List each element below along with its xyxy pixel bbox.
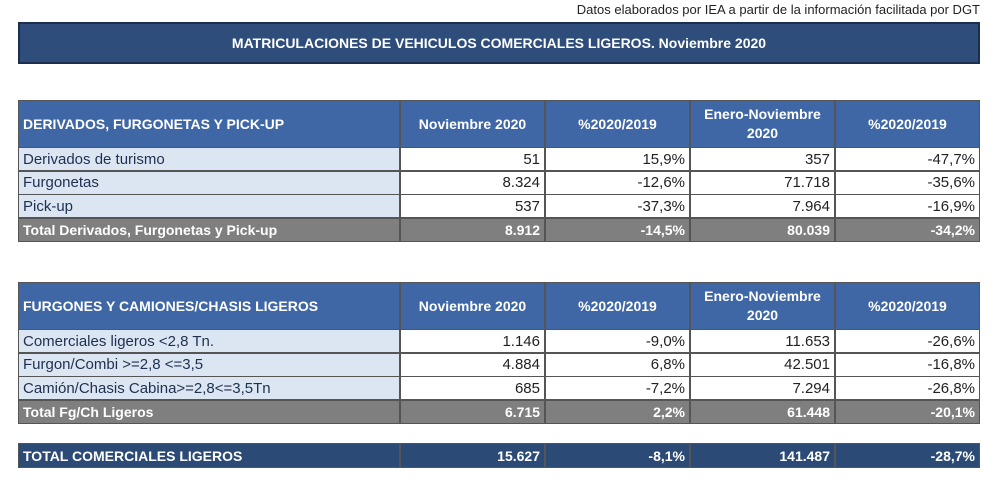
- value-cell: 71.718: [690, 170, 835, 195]
- value-cell: -37,3%: [545, 194, 690, 218]
- value-cell: 11.653: [690, 329, 835, 353]
- value-cell: 7.294: [690, 376, 835, 400]
- value-cell: 7.964: [690, 194, 835, 218]
- header-cell: FURGONES Y CAMIONES/CHASIS LIGEROS: [18, 282, 400, 330]
- title-bar: MATRICULACIONES DE VEHICULOS COMERCIALES…: [18, 22, 980, 64]
- value-cell: -35,6%: [835, 170, 980, 195]
- total-value: 80.039: [690, 217, 835, 242]
- row-label: Camión/Chasis Cabina>=2,8<=3,5Tn: [18, 376, 400, 400]
- value-cell: 685: [400, 376, 545, 400]
- grand-total-value: 141.487: [690, 443, 835, 468]
- value-cell: 8.324: [400, 170, 545, 195]
- grand-total-label: TOTAL COMERCIALES LIGEROS: [18, 443, 400, 468]
- value-cell: -16,9%: [835, 194, 980, 218]
- value-cell: 42.501: [690, 352, 835, 377]
- value-cell: -47,7%: [835, 147, 980, 171]
- row-label: Derivados de turismo: [18, 147, 400, 171]
- header-cell: DERIVADOS, FURGONETAS Y PICK-UP: [18, 100, 400, 148]
- header-cell: %2020/2019: [835, 100, 980, 148]
- value-cell: 537: [400, 194, 545, 218]
- header-cell: %2020/2019: [545, 100, 690, 148]
- value-cell: -16,8%: [835, 352, 980, 377]
- value-cell: -9,0%: [545, 329, 690, 353]
- grand-total-value: -28,7%: [835, 443, 980, 468]
- header-cell: Noviembre 2020: [400, 282, 545, 330]
- total-value: 6.715: [400, 399, 545, 424]
- value-cell: 6,8%: [545, 352, 690, 377]
- row-label: Pick-up: [18, 194, 400, 218]
- value-cell: -7,2%: [545, 376, 690, 400]
- value-cell: -26,8%: [835, 376, 980, 400]
- total-value: 61.448: [690, 399, 835, 424]
- total-value: -20,1%: [835, 399, 980, 424]
- header-cell: Enero-Noviembre 2020: [690, 282, 835, 330]
- header-cell: %2020/2019: [545, 282, 690, 330]
- grand-total-value: 15.627: [400, 443, 545, 468]
- row-label: Comerciales ligeros <2,8 Tn.: [18, 329, 400, 353]
- total-value: -34,2%: [835, 217, 980, 242]
- value-cell: -26,6%: [835, 329, 980, 353]
- row-label: Furgonetas: [18, 170, 400, 195]
- value-cell: 1.146: [400, 329, 545, 353]
- value-cell: 15,9%: [545, 147, 690, 171]
- header-cell: %2020/2019: [835, 282, 980, 330]
- total-value: -14,5%: [545, 217, 690, 242]
- value-cell: 4.884: [400, 352, 545, 377]
- total-value: 2,2%: [545, 399, 690, 424]
- total-value: 8.912: [400, 217, 545, 242]
- total-label: Total Derivados, Furgonetas y Pick-up: [18, 217, 400, 242]
- grand-total-value: -8,1%: [545, 443, 690, 468]
- row-label: Furgon/Combi >=2,8 <=3,5: [18, 352, 400, 377]
- header-cell: Enero-Noviembre 2020: [690, 100, 835, 148]
- source-note: Datos elaborados por IEA a partir de la …: [576, 2, 980, 17]
- value-cell: -12,6%: [545, 170, 690, 195]
- value-cell: 51: [400, 147, 545, 171]
- total-label: Total Fg/Ch Ligeros: [18, 399, 400, 424]
- value-cell: 357: [690, 147, 835, 171]
- header-cell: Noviembre 2020: [400, 100, 545, 148]
